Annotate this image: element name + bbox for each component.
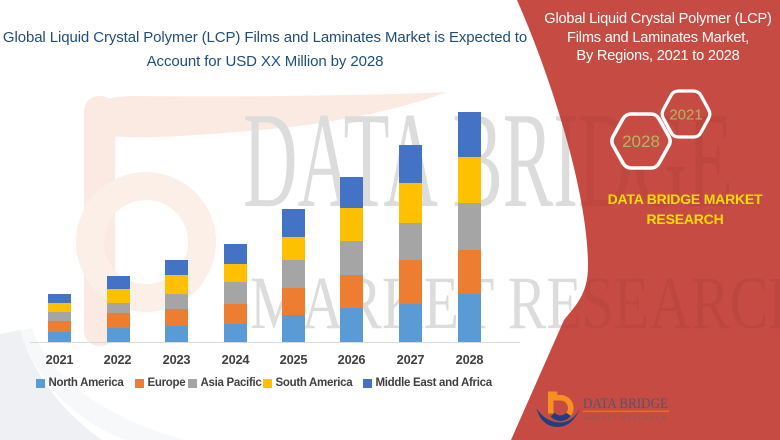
- svg-text:DATA BRIDGE: DATA BRIDGE: [583, 396, 668, 412]
- svg-text:2028: 2028: [622, 132, 660, 151]
- svg-text:2021: 2021: [669, 107, 702, 124]
- svg-text:MARKET RESEARCH: MARKET RESEARCH: [584, 415, 666, 422]
